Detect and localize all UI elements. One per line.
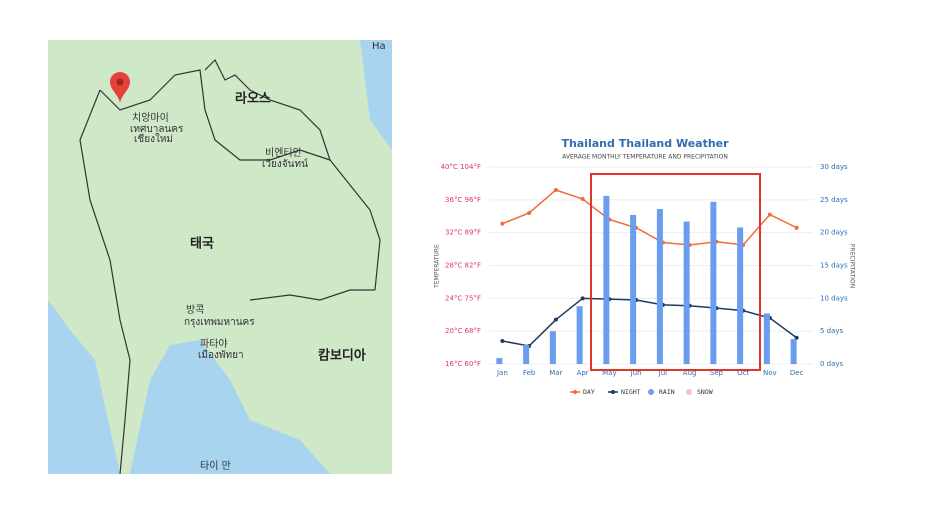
x-tick-label: May (602, 369, 616, 377)
map-andaman (48, 300, 120, 474)
y2-tick-label: 20 days (820, 229, 848, 237)
x-tick-label: Apr (577, 369, 589, 377)
y-tick-label: 16°C 60°F (445, 360, 481, 368)
y-tick-label: 28°C 82°F (445, 262, 481, 270)
x-tick-label: Mar (549, 369, 562, 377)
rain-bar (576, 306, 583, 364)
x-tick-label: Dec (790, 369, 804, 377)
y2-tick-label: 10 days (820, 294, 848, 302)
rain-bar (523, 344, 530, 364)
legend-label: NIGHT (621, 388, 641, 396)
x-tick-label: Jul (658, 369, 668, 377)
series-point (767, 212, 772, 217)
y-tick-label: 36°C 96°F (445, 196, 481, 204)
map-pin-dot (116, 78, 124, 86)
map: Ha 라오스 치앙마이 เทศบาลนคร เชียงใหม่ 비엔티안 เวี… (48, 40, 392, 475)
map-label: เมืองพัทยา (198, 349, 244, 361)
series-point (794, 225, 799, 230)
x-tick-label: Oct (737, 369, 749, 377)
rain-bar (710, 201, 717, 364)
x-tick-label: Jun (630, 369, 642, 377)
y2-tick-label: 30 days (820, 163, 848, 171)
series-point (794, 335, 799, 340)
map-label: เทศบาลนคร (130, 124, 184, 135)
x-tick-label: Feb (523, 369, 536, 377)
map-label: เชียงใหม่ (134, 133, 173, 145)
x-tick-label: Nov (763, 369, 777, 377)
legend-label: RAIN (659, 388, 675, 396)
legend-swatch (686, 389, 692, 395)
map-label: 치앙마이 (132, 112, 169, 124)
map-border (99, 69, 331, 161)
rain-bar (603, 195, 610, 364)
map-border (204, 58, 381, 291)
series-line (502, 189, 797, 246)
map-border (249, 289, 375, 301)
rain-bar (656, 209, 663, 364)
map-label: Ha (372, 41, 386, 52)
y2-tick-label: 15 days (820, 262, 848, 270)
series-point (553, 317, 558, 322)
map-label: 타이 만 (200, 460, 231, 472)
legend-label: DAY (583, 388, 595, 396)
chart: Thailand Thailand Weather AVERAGE MONTHL… (434, 137, 856, 396)
rain-bar (549, 331, 556, 364)
legend-swatch (611, 390, 615, 394)
series-point (500, 339, 505, 344)
map-label: 라오스 (235, 91, 271, 107)
x-tick-label: Jan (496, 369, 508, 377)
series-line (502, 297, 798, 347)
y-tick-label: 32°C 89°F (445, 229, 481, 237)
highlight-box (590, 173, 761, 371)
rain-bar (763, 313, 770, 364)
y-axis-label: TEMPERATURE (434, 244, 441, 289)
chart-title: Thailand Thailand Weather (561, 137, 729, 150)
series-point (500, 221, 505, 226)
y2-tick-label: 5 days (820, 327, 844, 335)
legend-label: SNOW (697, 388, 713, 396)
chart-subtitle: AVERAGE MONTHLY TEMPERATURE AND PRECIPIT… (562, 154, 728, 161)
map-label: 파타야 (200, 338, 228, 350)
rain-bar (496, 358, 503, 364)
series-point (553, 187, 558, 192)
map-label: 태국 (190, 237, 214, 252)
map-label: กรุงเทพมหานคร (184, 317, 255, 328)
map-pin (110, 72, 130, 104)
x-tick-label: Aug (683, 369, 697, 377)
series-point (580, 296, 585, 301)
rain-bar (790, 339, 797, 364)
map-label: 비엔티안 (265, 147, 302, 159)
map-label: 방콕 (186, 304, 204, 316)
rain-bar (683, 221, 690, 364)
map-label: เวียงจันทน์ (262, 158, 308, 170)
series-point (580, 197, 585, 202)
y-tick-label: 20°C 68°F (445, 327, 481, 335)
y2-tick-label: 25 days (820, 196, 848, 204)
map-gulf (130, 340, 330, 474)
y-tick-label: 40°C 104°F (441, 163, 481, 171)
series-point (527, 210, 532, 215)
rain-bar (737, 227, 744, 364)
y2-axis-label: PRECIPITATION (849, 244, 856, 288)
y-tick-label: 24°C 75°F (445, 294, 481, 302)
map-gulf-tonkin (360, 40, 392, 150)
legend-swatch (648, 389, 654, 395)
map-label: 캄보디아 (318, 348, 366, 364)
y2-tick-label: 0 days (820, 360, 844, 368)
map-border (79, 89, 131, 475)
legend-swatch (573, 390, 577, 394)
x-tick-label: Sep (710, 369, 724, 377)
rain-bar (630, 214, 637, 364)
